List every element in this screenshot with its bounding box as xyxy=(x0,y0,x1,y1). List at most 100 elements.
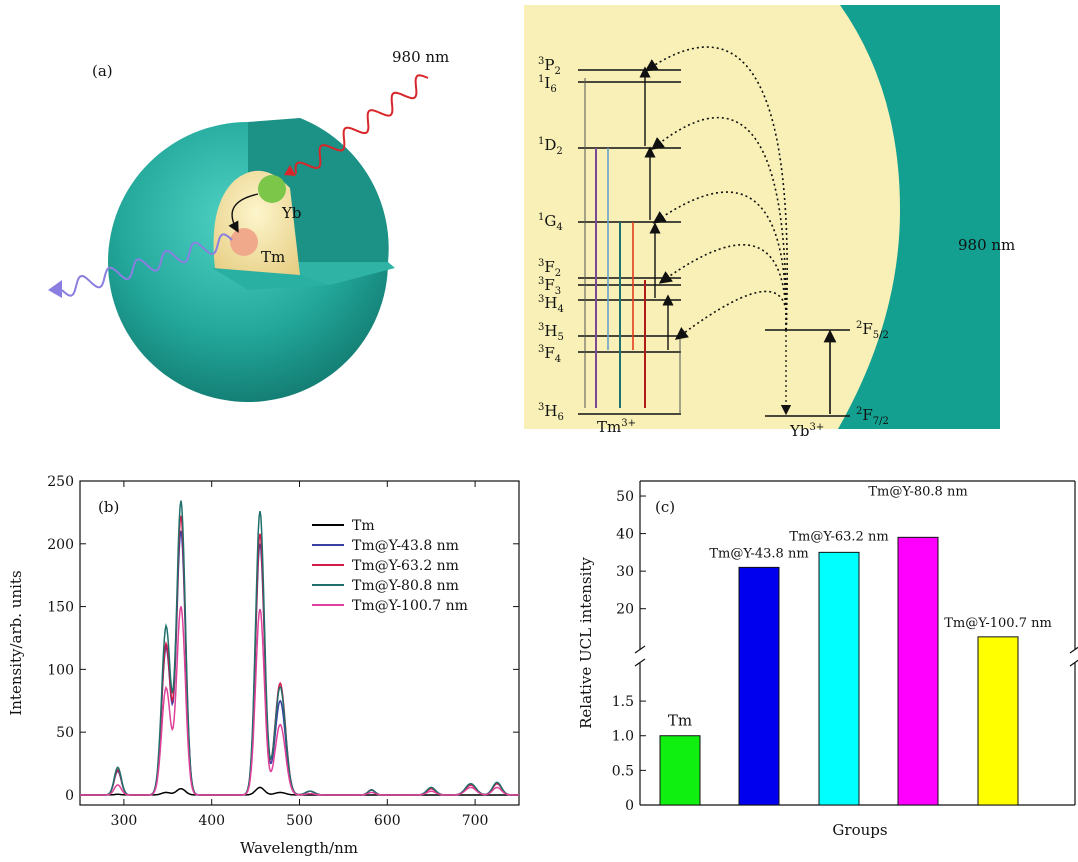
tm-level-label-sup: 3 xyxy=(538,258,544,269)
chart-b-legend-label: Tm@Y-43.8 nm xyxy=(352,538,459,554)
tm-level-label-sub: 2 xyxy=(555,268,561,279)
chart-b-legend-label: Tm@Y-63.2 nm xyxy=(352,558,459,574)
tm-level-label-sub: 2 xyxy=(554,66,560,77)
chart-c-ytick-label: 50 xyxy=(616,489,634,505)
tm-level-label: 3H6 xyxy=(538,402,564,423)
chart-b-xtick-label: 300 xyxy=(111,813,138,829)
yb-ion-label: Yb xyxy=(281,204,302,222)
tm-level-label: 3F2 xyxy=(538,258,561,279)
chart-b-legend: Tm Tm@Y-43.8 nm Tm@Y-63.2 nm Tm@Y-80.8 nm Tm… xyxy=(312,518,468,614)
tm-ion xyxy=(230,228,258,256)
tm-level-label-sub: 4 xyxy=(556,222,562,233)
tm-level-label-main: H xyxy=(544,402,557,420)
yb-level-label-sup: 2 xyxy=(856,406,862,417)
chart-c-ytick-label: 1.0 xyxy=(612,729,634,745)
tm-level-label-sup: 3 xyxy=(538,294,544,305)
tm-level-label-sup: 3 xyxy=(538,402,544,413)
chart-c-bar-label: Tm@Y-80.8 nm xyxy=(868,484,967,499)
tm-level-label-sub: 4 xyxy=(555,354,561,365)
emission-wave xyxy=(61,233,233,297)
tm-level-label: 3H4 xyxy=(538,294,564,315)
tm-ion-name: Tm3+ xyxy=(597,418,636,436)
tm-level-label-main: F xyxy=(544,258,554,276)
yb-ion-name: Yb3+ xyxy=(789,422,824,440)
tm-level-label: 3F4 xyxy=(538,344,561,365)
tm-level-label-main: H xyxy=(544,322,557,340)
chart-b-legend-label: Tm xyxy=(352,518,375,534)
chart-b-ytick-label: 150 xyxy=(47,600,74,616)
laser-label: 980 nm xyxy=(392,48,449,66)
panel-a: (a) Yb Tm 980 nm xyxy=(48,48,449,402)
excitation-arrow-head xyxy=(284,165,296,176)
chart-b-ytick-label: 0 xyxy=(65,788,74,804)
chart-c-ytick-label: 1.5 xyxy=(612,694,634,710)
tm-level-label: 1D2 xyxy=(538,136,563,157)
panel-a-label: (a) xyxy=(92,62,113,80)
tm-level-label-sub: 2 xyxy=(556,146,562,157)
chart-b-xtick-label: 700 xyxy=(462,813,489,829)
yb-level-label: 2F5/2 xyxy=(856,320,889,341)
tm-level-label: 3H5 xyxy=(538,322,564,343)
chart-b-legend-label: Tm@Y-100.7 nm xyxy=(352,598,468,614)
diagram-shell-arc xyxy=(838,5,1000,429)
tm-level-label-sup: 3 xyxy=(538,56,544,67)
tm-level-label-main: F xyxy=(544,276,554,294)
yb-level-label-main: F xyxy=(862,406,872,424)
chart-b-ytick-label: 50 xyxy=(56,725,74,741)
tm-level-label-main: F xyxy=(544,344,554,362)
tm-level-label-sup: 1 xyxy=(538,74,544,85)
chart-c-ytick-label: 30 xyxy=(616,564,634,580)
chart-c-bars: Tm Tm@Y-43.8 nm Tm@Y-63.2 nm Tm@Y-80.8 nm Tm… xyxy=(659,484,1052,806)
tm-level-label-sup: 1 xyxy=(538,212,544,223)
yb-ion xyxy=(258,175,286,203)
chart-c-break-mark xyxy=(1069,659,1078,667)
chart-c-xlabel: Groups xyxy=(832,821,887,839)
chart-c-bar-label: Tm@Y-43.8 nm xyxy=(709,546,808,561)
chart-c-bar-label: Tm@Y-63.2 nm xyxy=(789,529,888,544)
tm-level-label: 3P2 xyxy=(538,56,561,77)
chart-c: 0 0.5 1.0 1.5 20 30 40 50 Tm Tm@Y-43.8 nm Tm@Y-63… xyxy=(577,480,1078,839)
chart-c-panel-label: (c) xyxy=(655,498,675,516)
chart-b-xtick-label: 600 xyxy=(374,813,401,829)
diagram-laser-label: 980 nm xyxy=(958,236,1015,254)
tm-level-label-main: I xyxy=(544,74,550,92)
chart-b-frame xyxy=(79,480,520,806)
tm-ion-label: Tm xyxy=(261,248,285,266)
chart-b-ylabel: Intensity/arb. units xyxy=(7,570,25,715)
chart-c-ylabel: Relative UCL intensity xyxy=(577,557,595,729)
chart-b-ticks: 300 400 500 600 700 0 50 100 150 200 250 xyxy=(47,474,519,829)
chart-b-panel-label: (b) xyxy=(98,498,119,516)
yb-level-label-sub: 5/2 xyxy=(873,330,889,341)
chart-c-bar xyxy=(897,536,939,806)
chart-c-ticks: 0 0.5 1.0 1.5 20 30 40 50 xyxy=(612,489,646,814)
chart-c-bar-label: Tm@Y-100.7 nm xyxy=(944,616,1052,631)
chart-c-ytick-label: 0.5 xyxy=(612,763,634,779)
chart-b-series-line xyxy=(80,606,519,796)
chart-c-bar xyxy=(738,566,780,806)
tm-level-label-main: H xyxy=(544,294,557,312)
chart-b-lines xyxy=(80,500,519,796)
chart-b-xtick-label: 500 xyxy=(286,813,313,829)
chart-b-ytick-label: 100 xyxy=(47,662,74,678)
chart-c-break-mark xyxy=(634,658,646,667)
chart-c-bar xyxy=(659,735,701,806)
tm-excitation-arrows xyxy=(639,66,674,350)
tm-level-label-sub: 6 xyxy=(557,412,563,423)
chart-c-ytick-label: 20 xyxy=(616,602,634,618)
chart-c-ytick-label: 40 xyxy=(616,527,634,543)
chart-c-break-mark xyxy=(1069,646,1078,654)
tm-level-label-sub: 3 xyxy=(555,286,561,297)
tm-level-label-main: P xyxy=(544,56,554,74)
tm-level-label: 3F3 xyxy=(538,276,561,297)
tm-level-label-main: G xyxy=(544,212,556,230)
energy-transfer-curves xyxy=(644,46,788,340)
chart-b-ytick-label: 200 xyxy=(47,537,74,553)
tm-level-label-sup: 1 xyxy=(538,136,544,147)
tm-level-label-main: D xyxy=(544,136,556,154)
tm-level-label-sub: 4 xyxy=(557,304,563,315)
energy-transfer-arrow xyxy=(228,193,259,233)
yb-level-label-sub: 7/2 xyxy=(873,416,889,427)
tm-level-label: 1G4 xyxy=(538,212,563,233)
tm-level-label-sub: 5 xyxy=(557,332,563,343)
